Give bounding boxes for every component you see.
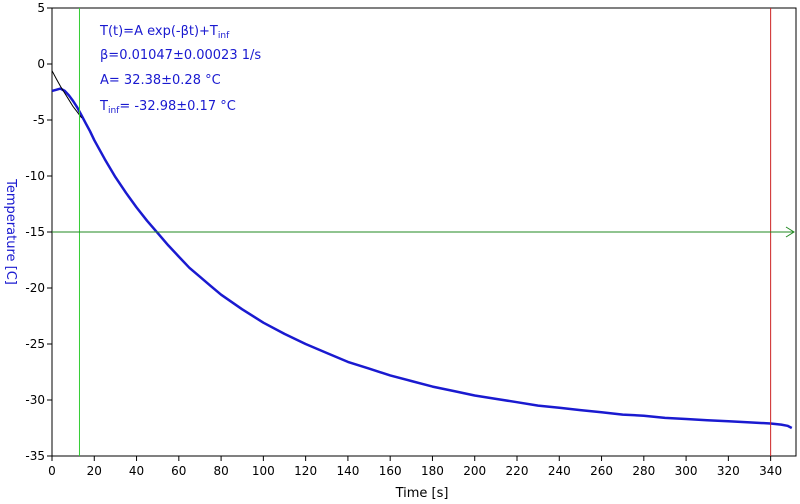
fit-series-line [51, 70, 82, 119]
x-tick-label: 180 [421, 464, 444, 478]
fit-tinf: Tinf= -32.98±0.17 °C [99, 99, 236, 116]
y-tick-label: -20 [25, 281, 45, 295]
x-tick-label: 80 [213, 464, 228, 478]
y-tick-label: 0 [37, 57, 45, 71]
x-axis-title: Time [s] [395, 486, 449, 501]
x-tick-label: 40 [129, 464, 144, 478]
x-tick-label: 140 [336, 464, 359, 478]
x-tick-label: 60 [171, 464, 186, 478]
x-tick-label: 240 [548, 464, 571, 478]
x-tick-label: 120 [294, 464, 317, 478]
series-layer [51, 70, 793, 430]
x-axis-ticks: 0 20 40 60 80 100 120 140 160 180 200 220 240 260 280 3… [48, 456, 782, 478]
y-tick-label: 5 [37, 1, 45, 15]
y-tick-label: -35 [25, 449, 45, 463]
x-tick-label: 340 [759, 464, 782, 478]
fit-formula: T(t)=A exp(-βt)+Tinf [99, 24, 230, 41]
cursor-layer[interactable] [52, 8, 795, 456]
x-tick-label: 0 [48, 464, 56, 478]
x-tick-label: 100 [252, 464, 275, 478]
x-tick-label: 200 [463, 464, 486, 478]
y-tick-label: -15 [25, 225, 45, 239]
x-tick-label: 20 [87, 464, 102, 478]
x-tick-label: 160 [379, 464, 402, 478]
x-tick-label: 280 [632, 464, 655, 478]
x-tick-label: 320 [717, 464, 740, 478]
y-tick-label: -25 [25, 337, 45, 351]
measured-series-line [51, 87, 793, 430]
y-tick-label: -5 [33, 113, 45, 127]
x-tick-label: 260 [590, 464, 613, 478]
y-axis-ticks: 5 0 -5 -10 -15 -20 -25 -30 -35 [25, 1, 52, 463]
y-axis-title: Temperature [C] [3, 178, 18, 285]
y-tick-label: -30 [25, 393, 45, 407]
cursor-arrow-icon[interactable] [785, 226, 795, 238]
fit-beta: β=0.01047±0.00023 1/s [100, 48, 261, 63]
fit-amplitude: A= 32.38±0.28 °C [100, 73, 221, 88]
fit-annotation: T(t)=A exp(-βt)+Tinf β=0.01047±0.00023 1… [99, 24, 261, 116]
x-tick-label: 220 [506, 464, 529, 478]
x-tick-label: 300 [675, 464, 698, 478]
y-tick-label: -10 [25, 169, 45, 183]
